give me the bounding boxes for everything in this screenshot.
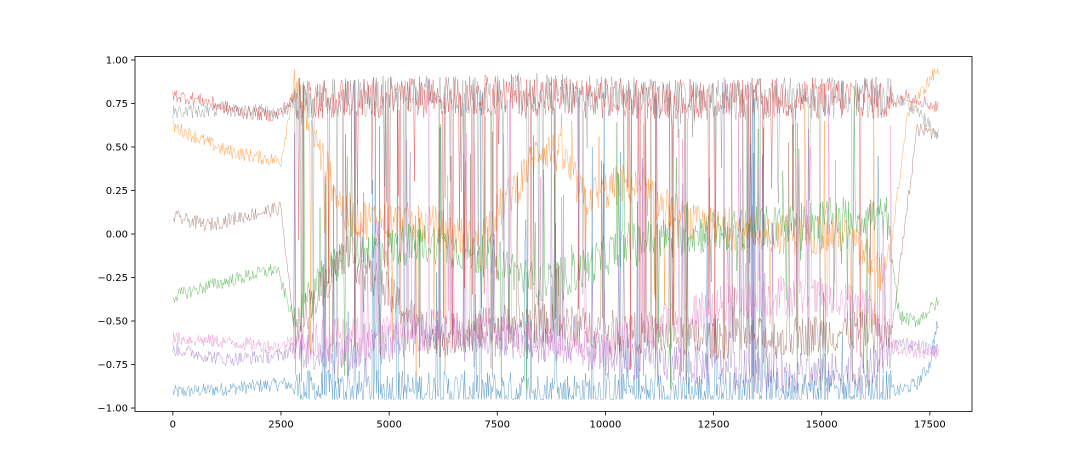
y-axis: 1.00 0.75 0.50 0.25 0.00 −0.25 −0.50 −0.75 −1.00 <box>97 55 135 415</box>
series-line-8 <box>172 72 939 391</box>
y-tick-label: 0.25 <box>106 186 128 197</box>
y-tick-label: 1.00 <box>106 55 128 66</box>
x-tick-label: 7500 <box>485 420 510 431</box>
x-axis: 0 2500 5000 7500 10000 12500 15000 17500 <box>170 411 946 431</box>
y-tick-label: −0.25 <box>97 273 128 284</box>
series-line-6 <box>172 81 939 374</box>
series-line-7 <box>172 79 939 382</box>
x-tick-label: 15000 <box>806 420 838 431</box>
x-tick-label: 10000 <box>590 420 622 431</box>
y-tick-label: −0.50 <box>97 317 128 328</box>
series-line-2 <box>172 68 939 386</box>
y-tick-label: 0.50 <box>106 142 128 153</box>
x-tick-label: 0 <box>170 420 176 431</box>
series-layer <box>172 68 939 401</box>
series-line-1 <box>172 80 939 401</box>
y-tick-label: −0.75 <box>97 360 128 371</box>
y-tick-label: 0.00 <box>106 230 128 241</box>
x-tick-label: 2500 <box>268 420 293 431</box>
y-tick-label: −1.00 <box>97 404 128 415</box>
x-tick-label: 17500 <box>914 420 946 431</box>
x-tick-label: 12500 <box>698 420 730 431</box>
y-tick-label: 0.75 <box>106 99 128 110</box>
x-tick-label: 5000 <box>376 420 401 431</box>
